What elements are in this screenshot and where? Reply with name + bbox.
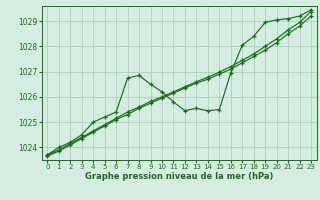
X-axis label: Graphe pression niveau de la mer (hPa): Graphe pression niveau de la mer (hPa) [85,172,273,181]
